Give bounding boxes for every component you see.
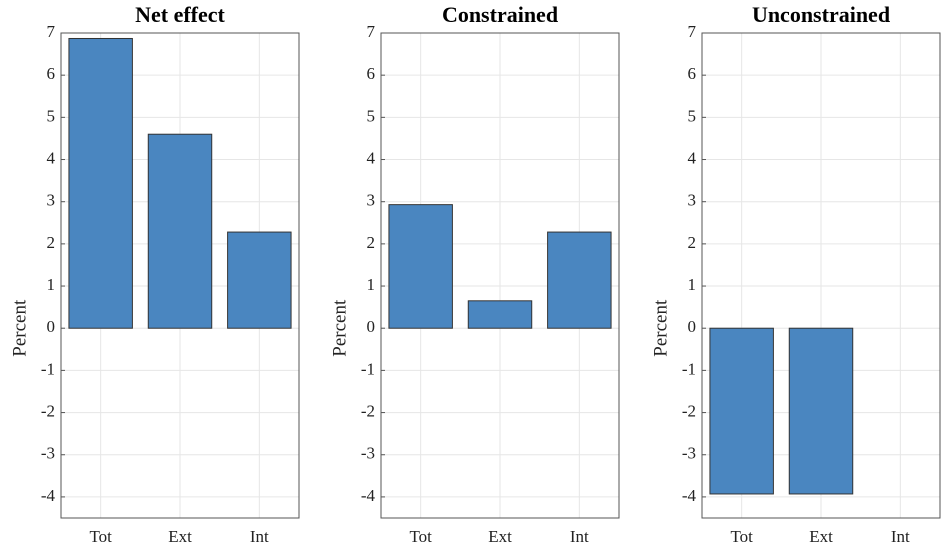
y-tick-label: 4	[47, 148, 56, 167]
y-tick-label: -3	[361, 444, 375, 463]
y-tick-label: 6	[688, 64, 697, 83]
y-tick-label: 5	[47, 106, 56, 125]
bar	[388, 204, 453, 329]
y-tick-label: 5	[688, 106, 697, 125]
y-tick-label: 5	[367, 106, 376, 125]
x-tick-label: Ext	[488, 527, 512, 546]
bar	[147, 133, 213, 329]
bar	[547, 231, 612, 329]
y-tick-label: 2	[47, 233, 56, 252]
x-tick-label: Tot	[409, 527, 432, 546]
y-axis-label: Percent	[9, 299, 30, 357]
y-tick-label: 2	[367, 233, 376, 252]
y-axis-label: Percent	[329, 299, 350, 357]
y-tick-label: 0	[367, 317, 376, 336]
y-tick-label: 3	[688, 191, 697, 210]
y-tick-label: 3	[367, 191, 376, 210]
y-tick-label: 1	[688, 275, 697, 294]
y-tick-label: 4	[688, 148, 697, 167]
bar	[227, 231, 292, 329]
y-tick-label: 0	[47, 317, 56, 336]
y-tick-label: -2	[361, 401, 375, 420]
y-tick-label: -3	[682, 444, 696, 463]
x-tick-label: Int	[250, 527, 269, 546]
x-tick-label: Int	[891, 527, 910, 546]
y-tick-label: -2	[682, 401, 696, 420]
y-tick-label: 7	[688, 22, 697, 41]
y-tick-label: 6	[367, 64, 376, 83]
x-tick-label: Ext	[809, 527, 833, 546]
y-tick-label: 7	[47, 22, 56, 41]
bar	[709, 327, 774, 495]
x-tick-label: Tot	[89, 527, 112, 546]
x-tick-label: Ext	[168, 527, 192, 546]
y-tick-label: 4	[367, 148, 376, 167]
chart-title: Net effect	[135, 2, 225, 27]
axes-box	[380, 32, 620, 519]
bar	[467, 300, 533, 329]
bar	[68, 37, 133, 329]
bar	[788, 327, 854, 495]
x-tick-label: Tot	[730, 527, 753, 546]
y-tick-label: 7	[367, 22, 376, 41]
chart-title: Constrained	[442, 2, 558, 27]
axes-box	[701, 32, 941, 519]
y-tick-label: 2	[688, 233, 697, 252]
y-tick-label: -3	[41, 444, 55, 463]
y-tick-label: 3	[47, 191, 56, 210]
y-tick-label: -1	[682, 359, 696, 378]
y-tick-label: 1	[47, 275, 56, 294]
y-tick-label: -1	[41, 359, 55, 378]
y-tick-label: 0	[688, 317, 697, 336]
y-tick-label: -2	[41, 401, 55, 420]
axes-box	[60, 32, 300, 519]
y-tick-label: -4	[41, 486, 56, 505]
chart-title: Unconstrained	[752, 2, 890, 27]
y-tick-label: 1	[367, 275, 376, 294]
y-tick-label: -4	[361, 486, 376, 505]
y-tick-label: -1	[361, 359, 375, 378]
y-tick-label: -4	[682, 486, 697, 505]
y-axis-label: Percent	[650, 299, 671, 357]
x-tick-label: Int	[570, 527, 589, 546]
y-tick-label: 6	[47, 64, 56, 83]
